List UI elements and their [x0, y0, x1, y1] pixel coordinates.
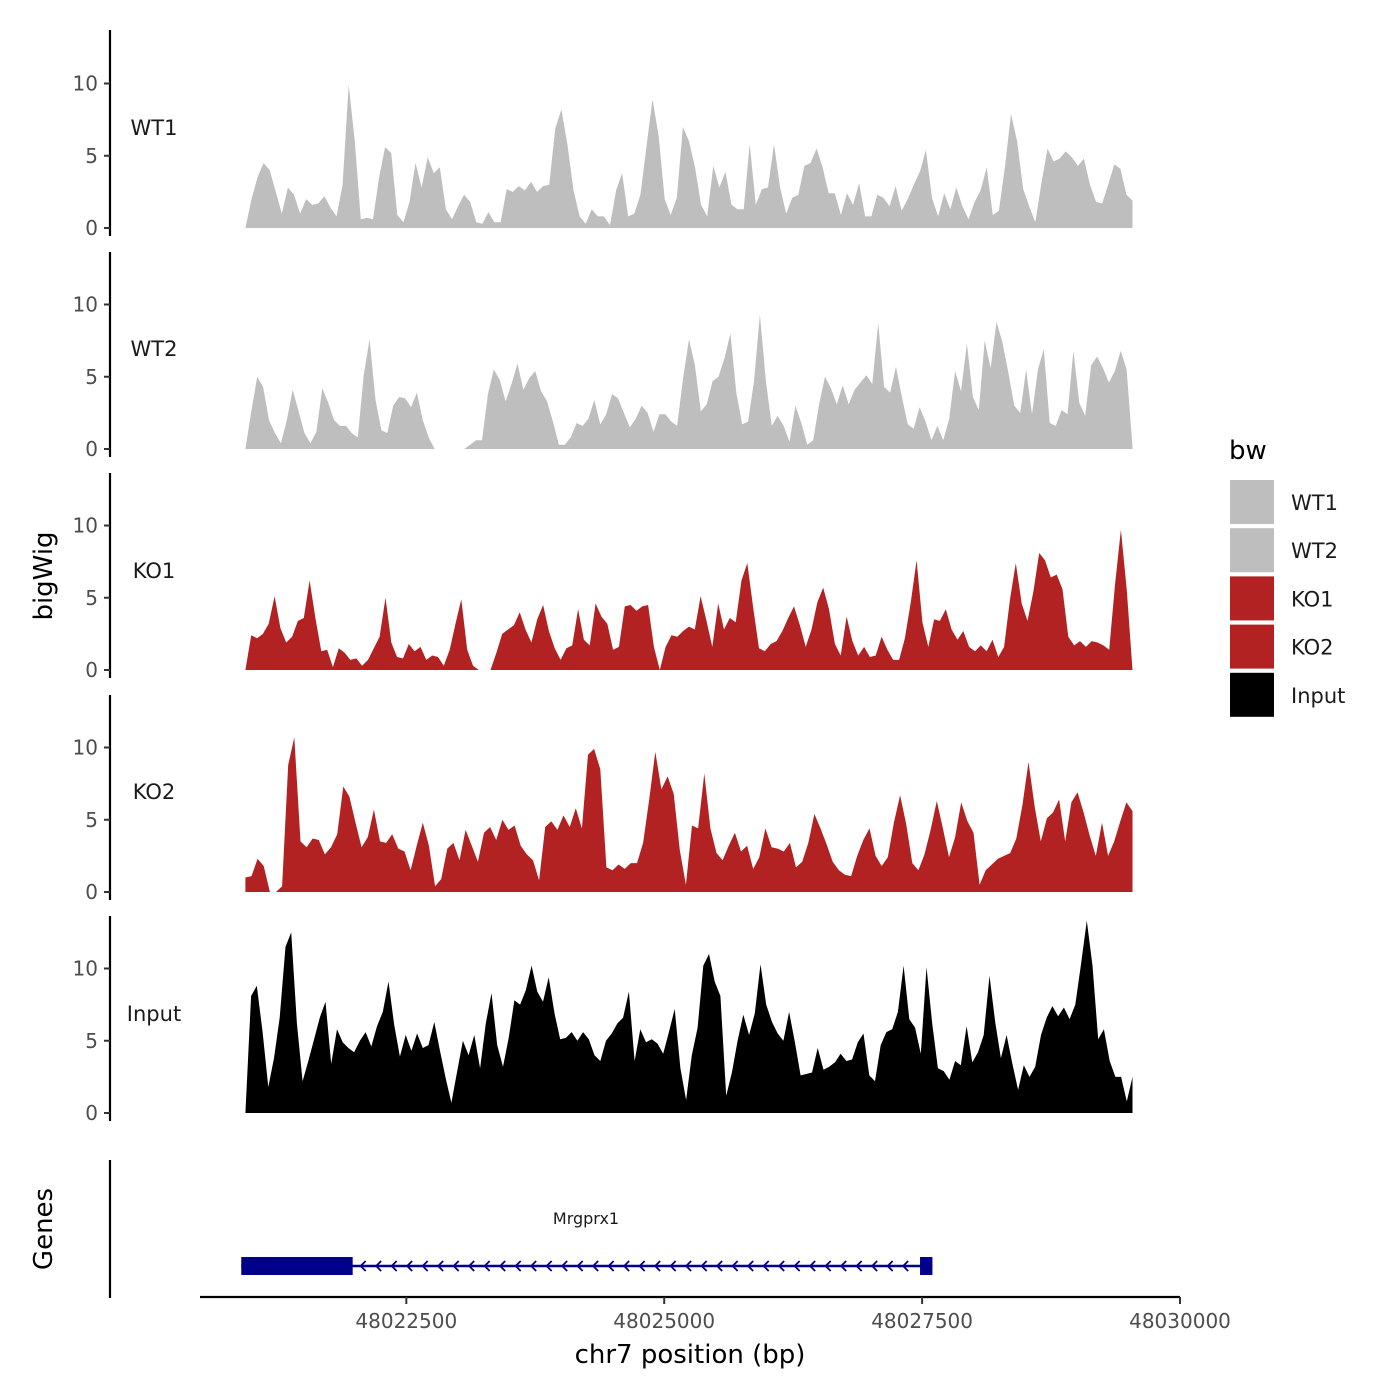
track-input: 0 5 10 Input [73, 916, 1133, 1125]
coverage-area-ko1 [245, 529, 1133, 670]
track-label-ko2: KO2 [133, 780, 176, 804]
y-tick-label-input-5: 5 [85, 1029, 98, 1053]
strand-chevron [638, 1260, 646, 1272]
track-ko1: 0 5 10 KO1 [73, 473, 1133, 682]
strand-chevron [514, 1260, 522, 1272]
strand-chevron [886, 1260, 894, 1272]
legend-label-ko2: KO2 [1291, 636, 1334, 660]
x-axis: 48022500 48025000 48027500 48030000 [200, 1295, 1231, 1333]
legend: bw WT1 WT2 KO1 KO2 Input [1229, 436, 1345, 717]
y-tick-label-wt1-10: 10 [73, 72, 98, 96]
strand-chevron [622, 1260, 630, 1272]
legend-title: bw [1229, 436, 1267, 466]
coverage-area-wt2 [245, 314, 1133, 449]
y-tick-label-wt1-0: 0 [85, 216, 98, 240]
track-label-ko1: KO1 [133, 559, 176, 583]
strand-chevron [436, 1260, 444, 1272]
y-tick-label-ko1-10: 10 [73, 514, 98, 538]
strand-chevron [901, 1260, 909, 1272]
strand-chevron [762, 1260, 770, 1272]
strand-chevron [777, 1260, 785, 1272]
strand-chevron [808, 1260, 816, 1272]
legend-label-wt2: WT2 [1291, 539, 1338, 563]
strand-chevron [591, 1260, 599, 1272]
strand-chevron [715, 1260, 723, 1272]
y-tick-label-ko1-0: 0 [85, 658, 98, 682]
x-tick-label-48025000: 48025000 [613, 1309, 715, 1333]
strand-chevron [421, 1260, 429, 1272]
strand-chevron [855, 1260, 863, 1272]
coverage-area-wt1 [245, 84, 1133, 229]
y-tick-label-wt2-10: 10 [73, 293, 98, 317]
legend-swatch-ko2 [1230, 624, 1274, 669]
strand-chevron [529, 1260, 537, 1272]
gene-exon-1 [241, 1257, 353, 1275]
strand-chevron [700, 1260, 708, 1272]
coverage-area-ko2 [245, 737, 1133, 892]
x-tick-label-48022500: 48022500 [355, 1309, 457, 1333]
y-tick-label-input-0: 0 [85, 1101, 98, 1125]
strand-chevron [498, 1260, 506, 1272]
track-label-wt2: WT2 [131, 337, 178, 361]
y-tick-label-ko1-5: 5 [85, 586, 98, 610]
track-wt1: 0 5 10 WT1 [73, 30, 1133, 240]
legend-swatch-ko1 [1230, 576, 1274, 621]
x-tick-label-48027500: 48027500 [871, 1309, 973, 1333]
track-ko2: 0 5 10 KO2 [73, 695, 1133, 904]
strand-chevron [746, 1260, 754, 1272]
gene-name-label: Mrgprx1 [553, 1209, 619, 1228]
strand-chevron [390, 1260, 398, 1272]
gene-exon-2 [920, 1257, 933, 1275]
strand-chevron [359, 1260, 367, 1272]
strand-chevron [793, 1260, 801, 1272]
y-tick-label-wt2-0: 0 [85, 437, 98, 461]
track-label-wt1: WT1 [131, 116, 178, 140]
strand-chevron [731, 1260, 739, 1272]
strand-chevron [452, 1260, 460, 1272]
strand-chevron [374, 1260, 382, 1272]
strand-chevron [576, 1260, 584, 1272]
legend-label-ko1: KO1 [1291, 587, 1334, 611]
strand-chevron [824, 1260, 832, 1272]
strand-chevron [405, 1260, 413, 1272]
strand-chevron [607, 1260, 615, 1272]
y-tick-label-ko2-0: 0 [85, 880, 98, 904]
tracks-layer: 0 5 10 WT1 0 5 10 WT2 0 5 10 KO1 0 5 10 KO2 0 5 10 Input [73, 30, 1133, 1125]
strand-chevron [545, 1260, 553, 1272]
y-tick-label-ko2-5: 5 [85, 808, 98, 832]
strand-chevron [653, 1260, 661, 1272]
strand-chevron [467, 1260, 475, 1272]
strand-chevron [483, 1260, 491, 1272]
gene-mrgprx1: Mrgprx1 [241, 1209, 933, 1275]
track-label-input: Input [127, 1002, 181, 1026]
coverage-area-input [245, 920, 1133, 1113]
gene-track: Mrgprx1 [108, 1160, 933, 1298]
strand-chevron [684, 1260, 692, 1272]
gene-track-title: Genes [29, 1188, 59, 1270]
strand-chevron [560, 1260, 568, 1272]
strand-chevron [839, 1260, 847, 1272]
y-tick-label-ko2-10: 10 [73, 736, 98, 760]
legend-label-wt1: WT1 [1291, 491, 1338, 515]
legend-swatch-wt2 [1230, 528, 1274, 573]
y-tick-label-input-10: 10 [73, 957, 98, 981]
legend-label-input: Input [1291, 684, 1345, 708]
strand-chevron [669, 1260, 677, 1272]
track-wt2: 0 5 10 WT2 [73, 252, 1133, 461]
x-axis-title: chr7 position (bp) [575, 1340, 806, 1370]
y-tick-label-wt2-5: 5 [85, 365, 98, 389]
legend-swatch-input [1230, 672, 1274, 717]
legend-swatch-wt1 [1230, 480, 1274, 524]
y-tick-label-wt1-5: 5 [85, 144, 98, 168]
x-tick-label-48030000: 48030000 [1129, 1309, 1231, 1333]
y-axis-title: bigWig [29, 531, 59, 620]
strand-chevron [870, 1260, 878, 1272]
